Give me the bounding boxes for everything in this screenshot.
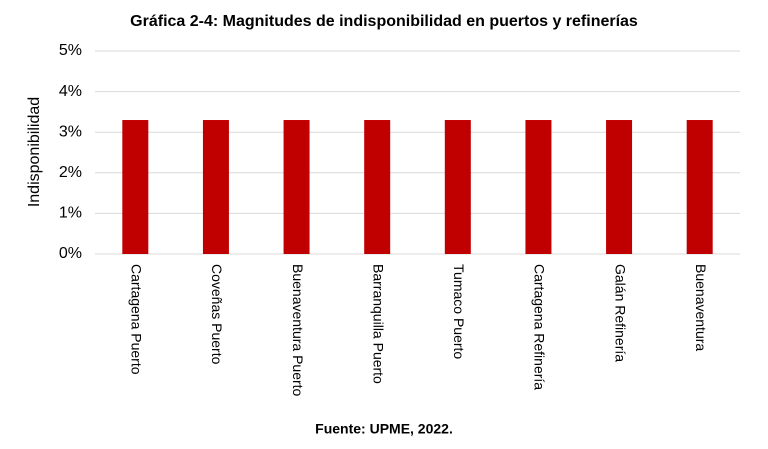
chart-title: Gráfica 2-4: Magnitudes de indisponibili… — [130, 13, 638, 30]
x-tick-label: Buenaventura Puerto — [290, 264, 306, 397]
bar — [122, 120, 149, 255]
y-tick-label: 5% — [59, 42, 82, 59]
x-tick-label: Cartagena Puerto — [129, 264, 145, 375]
x-tick-label: Cartagena Refinería — [532, 264, 548, 390]
bar — [364, 120, 391, 255]
bar — [686, 120, 713, 255]
source-note: Fuente: UPME, 2022. — [315, 421, 453, 437]
bar — [606, 120, 633, 255]
bar — [525, 120, 552, 255]
bar — [283, 120, 310, 255]
y-tick-label: 1% — [59, 205, 82, 222]
y-tick-label: 0% — [59, 245, 82, 262]
x-tick-label: Buenaventura — [693, 264, 709, 351]
x-tick-label: Coveñas Puerto — [209, 264, 225, 365]
y-tick-label: 2% — [59, 164, 82, 181]
x-tick-label: Galán Refinería — [612, 264, 628, 362]
y-tick-label: 3% — [59, 123, 82, 140]
x-tick-label: Barranquilla Puerto — [370, 264, 386, 384]
y-axis-label: Indisponibilidad — [26, 97, 43, 207]
bar — [444, 120, 471, 255]
x-tick-label: Tumaco Puerto — [451, 264, 467, 359]
y-tick-label: 4% — [59, 83, 82, 100]
bar — [202, 120, 229, 255]
